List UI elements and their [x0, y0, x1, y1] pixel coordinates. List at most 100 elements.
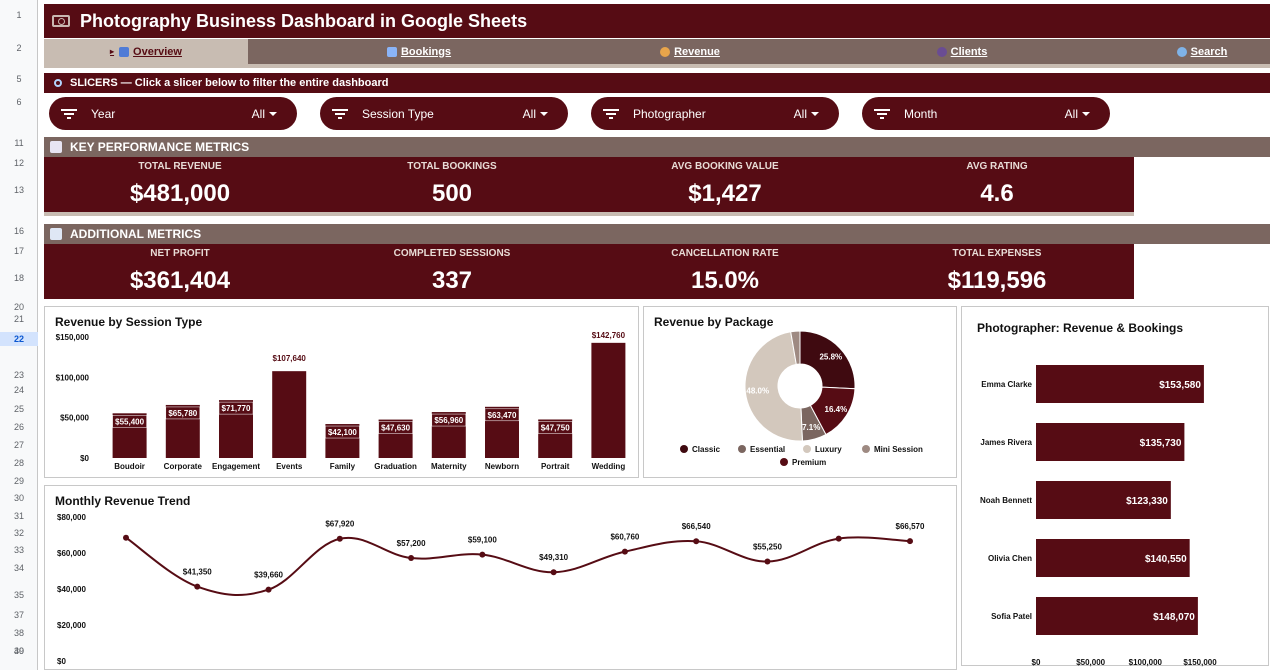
row-number[interactable]: 11	[14, 138, 24, 148]
slicer-year[interactable]: Year All	[49, 97, 297, 130]
row-number[interactable]: 27	[13, 440, 24, 450]
legend-label: Premium	[792, 458, 826, 467]
data-point	[550, 569, 557, 576]
caret-down-icon	[540, 111, 548, 116]
x-tick-label: Portrait	[541, 462, 570, 471]
row-number[interactable]: 26	[13, 422, 24, 432]
tab-bookings[interactable]: Bookings	[248, 39, 590, 64]
y-tick-label: Noah Bennett	[980, 496, 1032, 505]
package-chart-svg: 25.8% 16.4% 7.1% 48.0% Classic Essential Luxur…	[680, 330, 923, 467]
data-label: $140,550	[1145, 554, 1187, 565]
slicer-session-type[interactable]: Session Type All	[320, 97, 568, 130]
kpi-net-profit: NET PROFIT $361,404	[44, 244, 316, 295]
row-number[interactable]: 17	[13, 246, 24, 256]
row-number[interactable]: 18	[13, 273, 24, 283]
chart-revenue-by-package[interactable]: 25.8% 16.4% 7.1% 48.0% Classic Essential Luxur…	[643, 306, 957, 478]
chart-monthly-revenue-trend[interactable]: $0 $20,000 $40,000 $60,000 $80,000 $41,350 $39…	[44, 485, 957, 670]
x-tick-label: Corporate	[164, 462, 203, 471]
tab-overview[interactable]: ▸ Overview	[44, 39, 248, 64]
legend-swatch	[738, 445, 746, 453]
kpi-label: NET PROFIT	[150, 248, 210, 259]
row-number[interactable]: 35	[13, 590, 24, 600]
kpi-value: $119,596	[947, 267, 1047, 294]
data-point	[479, 551, 486, 558]
slicer-value: All	[522, 106, 536, 121]
row-number[interactable]: 37	[13, 610, 24, 620]
row-number[interactable]: 20	[13, 302, 24, 312]
data-label: $135,730	[1140, 438, 1182, 449]
tab-revenue[interactable]: Revenue	[590, 39, 790, 64]
kpi-value: $1,427	[688, 180, 762, 207]
row-number[interactable]: 6	[16, 97, 22, 107]
x-tick-label: Maternity	[431, 462, 467, 471]
y-tick-label: $80,000	[57, 513, 86, 522]
tab-clients[interactable]: Clients	[790, 39, 1134, 64]
y-tick-label: $60,000	[57, 549, 86, 558]
data-label: $71,770	[222, 404, 251, 413]
bar-chart-icon	[119, 46, 130, 57]
chart-photographer-revenue[interactable]: $153,580 Emma Clarke $135,730 James Rivera $…	[961, 306, 1269, 667]
kpi-label: COMPLETED SESSIONS	[393, 248, 511, 259]
row-number[interactable]: 21	[13, 314, 24, 324]
row-number[interactable]: 25	[13, 404, 24, 414]
data-label: $49,310	[539, 553, 568, 562]
kpi-total-revenue: TOTAL REVENUE $481,000	[44, 157, 316, 208]
play-icon: ▸	[110, 47, 115, 56]
data-label: $56,960	[434, 416, 463, 425]
chart-revenue-by-session-type[interactable]: $0 $50,000 $100,000 $150,000 $55,400 Boudoir $…	[44, 306, 639, 478]
y-tick-label: Olivia Chen	[988, 554, 1032, 563]
row-number[interactable]: 24	[13, 385, 24, 395]
kpi-label: AVG BOOKING VALUE	[671, 161, 779, 172]
row-number[interactable]: 22	[0, 332, 38, 346]
x-tick-label: Newborn	[485, 462, 519, 471]
camera-icon	[52, 15, 70, 27]
data-label-box	[325, 425, 360, 439]
title-bar: Photography Business Dashboard in Google…	[44, 4, 1270, 38]
row-number[interactable]: 13	[13, 185, 24, 195]
tab-search[interactable]: Search	[1134, 39, 1270, 64]
x-tick-label: $0	[1032, 658, 1041, 667]
data-point	[123, 534, 129, 541]
row-number[interactable]: 33	[13, 545, 24, 555]
kpi-section-header: KEY PERFORMANCE METRICS	[44, 137, 1270, 157]
data-label-box	[218, 401, 254, 415]
y-tick-label: Emma Clarke	[981, 380, 1032, 389]
data-label: $60,760	[610, 533, 639, 542]
row-number[interactable]: 2	[16, 43, 22, 53]
row-number[interactable]: 31	[13, 511, 24, 521]
data-label: $47,750	[541, 423, 570, 432]
row-number[interactable]: 1	[16, 10, 22, 20]
bar	[1036, 539, 1190, 577]
row-number[interactable]: 5	[16, 74, 22, 84]
row-number[interactable]: 16	[13, 226, 24, 236]
row-number[interactable]: 28	[13, 458, 24, 468]
row-number[interactable]: 32	[13, 528, 24, 538]
row-number[interactable]: 12	[13, 158, 24, 168]
row-number[interactable]: 29	[13, 476, 24, 486]
row-number[interactable]: 39	[13, 646, 24, 656]
pie-slice	[790, 330, 801, 365]
row-number[interactable]: 40	[13, 646, 24, 656]
kpi-completed-sessions: COMPLETED SESSIONS 337	[316, 244, 588, 295]
filter-icon	[874, 108, 890, 120]
row-number[interactable]: 23	[13, 370, 24, 380]
row-number[interactable]: 30	[13, 493, 24, 503]
x-tick-label: Engagement	[212, 462, 260, 471]
data-label-box	[378, 421, 413, 434]
kpi-total-bookings: TOTAL BOOKINGS 500	[316, 157, 588, 208]
data-point	[621, 548, 628, 555]
slicer-banner-text: SLICERS — Click a slicer below to filter…	[70, 77, 389, 89]
data-label-box	[431, 413, 467, 427]
legend-swatch	[680, 445, 688, 453]
slicer-banner: SLICERS — Click a slicer below to filter…	[44, 73, 1270, 93]
row-header-column: 1 2 5 6 11 12 13 16 17 18 20 21 22 23 24 25 26 27 28 29 30 31…	[0, 0, 38, 670]
slicer-month[interactable]: Month All	[862, 97, 1110, 130]
legend-label: Classic	[692, 445, 721, 454]
slicer-photographer[interactable]: Photographer All	[591, 97, 839, 130]
tab-label: Clients	[950, 45, 988, 58]
row-number[interactable]: 38	[13, 628, 24, 638]
chart-title: Revenue by Package	[654, 315, 774, 329]
caret-down-icon	[811, 111, 819, 116]
section-title: ADDITIONAL METRICS	[70, 227, 202, 241]
row-number[interactable]: 34	[13, 563, 24, 573]
